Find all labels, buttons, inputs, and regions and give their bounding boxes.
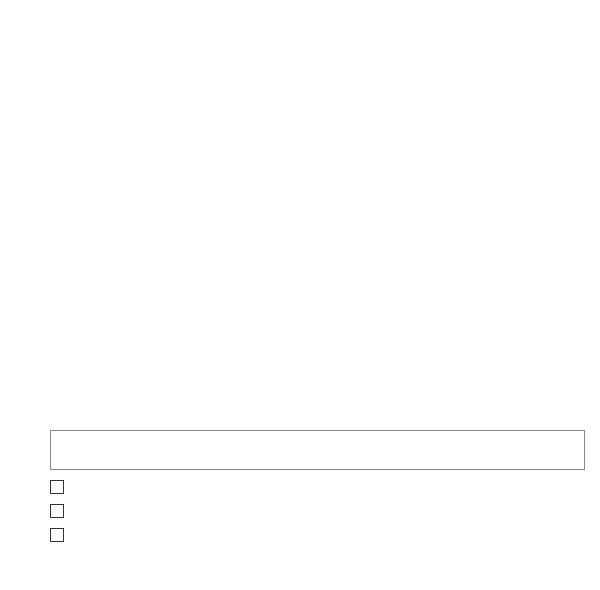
sales-table xyxy=(50,475,585,547)
legend-item-property xyxy=(57,434,578,450)
legend-swatch-property xyxy=(57,441,79,443)
legend-item-hpi xyxy=(57,450,578,466)
sale-row-3 xyxy=(50,523,585,547)
legend xyxy=(50,430,585,470)
title-block xyxy=(0,0,600,8)
sale-row-2 xyxy=(50,499,585,523)
sale-marker-2 xyxy=(50,504,64,518)
chart-container xyxy=(0,0,600,590)
sale-row-1 xyxy=(50,475,585,499)
sale-marker-1 xyxy=(50,480,64,494)
sale-marker-3 xyxy=(50,528,64,542)
legend-swatch-hpi xyxy=(57,457,79,459)
price-chart xyxy=(50,44,590,384)
